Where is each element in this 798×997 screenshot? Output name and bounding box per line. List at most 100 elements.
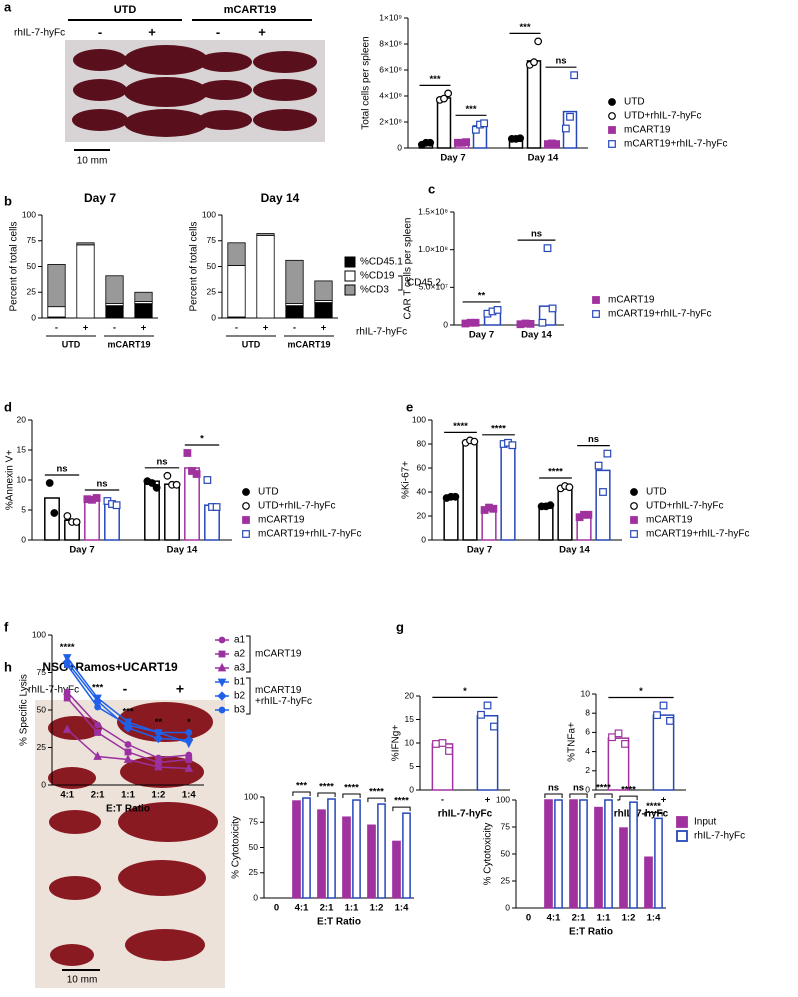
legend-label: mCART19+rhIL-7-hyFc <box>646 529 749 540</box>
y-tick-label: 1×10⁹ <box>379 12 402 22</box>
spleen <box>125 929 205 961</box>
x-tick-label: Day 7 <box>469 330 494 341</box>
chart-title: Day 14 <box>261 191 300 205</box>
spleens <box>48 702 218 966</box>
x-axis-label: E:T Ratio <box>317 917 361 928</box>
legend-swatch <box>344 284 356 296</box>
x-tick-label: + <box>661 795 667 806</box>
significance-bracket <box>367 797 386 803</box>
bar <box>436 97 452 149</box>
x-tick-label: 1:1 <box>121 790 135 801</box>
point <box>242 488 250 496</box>
point <box>599 488 607 496</box>
point <box>462 138 471 147</box>
y-tick-label: 100 <box>496 794 510 804</box>
significance-bracket <box>317 792 336 798</box>
point <box>217 662 227 672</box>
significance-label: **** <box>491 423 506 434</box>
bar-segment <box>134 291 153 302</box>
spleen <box>73 49 127 71</box>
spleen <box>124 77 208 107</box>
bar <box>607 737 630 791</box>
bar-segment <box>285 305 304 319</box>
point <box>432 740 440 748</box>
significance-label: *** <box>92 683 103 694</box>
x-tick-label: Day 7 <box>440 153 465 164</box>
y-tick-label: 0 <box>41 779 46 789</box>
x-tick-label: Day 14 <box>559 545 590 556</box>
condition-label: + <box>148 24 156 39</box>
bar <box>292 800 301 899</box>
chart-title: Day 7 <box>84 191 116 205</box>
bar-segment <box>47 306 66 318</box>
x-tick-label: 4:1 <box>60 790 74 801</box>
y-axis-label: % Cytotoxicity <box>231 816 242 879</box>
y-tick-label: 5 <box>21 504 26 514</box>
spleen <box>118 802 218 842</box>
legend-swatch <box>676 830 688 842</box>
y-tick-label: 0 <box>211 312 216 322</box>
bar <box>569 799 578 909</box>
point <box>184 763 194 772</box>
y-tick-label: 0 <box>505 902 510 912</box>
x-tick-label: - <box>55 323 58 334</box>
point <box>566 112 574 121</box>
legend-label: UTD <box>258 487 279 498</box>
x-tick-label: 0 <box>526 913 531 924</box>
significance-label: **** <box>548 467 563 478</box>
bar-segment <box>47 264 66 308</box>
y-tick-label: 2 <box>585 765 590 775</box>
x-axis-label: rhIL-7-hyFc <box>438 809 493 820</box>
y-tick-label: 50 <box>501 848 511 858</box>
point <box>526 319 535 328</box>
y-axis-label: %IFNg+ <box>391 725 402 762</box>
y-tick-label: 0 <box>409 784 414 794</box>
y-tick-label: 40 <box>417 486 427 496</box>
point <box>561 124 570 133</box>
point <box>477 710 485 719</box>
spleen <box>48 767 96 789</box>
x-tick-label: 1:2 <box>622 913 636 924</box>
point <box>124 741 132 748</box>
point <box>608 112 616 120</box>
legend-label: UTD+rhIL-7-hyFc <box>646 501 724 512</box>
legend-swatch <box>344 256 356 268</box>
bar <box>595 469 611 541</box>
y-tick-label: 0 <box>253 892 258 902</box>
treatment-label: rhIL-7-hyFc <box>14 28 65 39</box>
y-tick-label: 100 <box>412 414 426 424</box>
legend-label: %CD45.1 <box>360 257 403 268</box>
significance-bracket <box>342 793 361 799</box>
significance-bracket <box>594 793 613 798</box>
spleen <box>198 52 252 72</box>
bar-segment <box>314 280 333 301</box>
panel-label: a <box>4 0 12 14</box>
point <box>45 479 54 487</box>
point <box>217 691 227 701</box>
legend-bracket <box>246 677 251 715</box>
significance-label: **** <box>369 787 384 798</box>
point <box>483 701 492 710</box>
bar-segment <box>105 275 124 304</box>
point <box>63 688 71 696</box>
significance-label: * <box>463 686 467 697</box>
x-tick-label: 1:4 <box>395 903 409 914</box>
spleens <box>72 45 317 137</box>
legend-label: mCART19+rhIL-7-hyFc <box>258 529 361 540</box>
point <box>124 748 132 756</box>
bar <box>302 797 311 899</box>
point <box>546 501 555 510</box>
point <box>93 751 102 760</box>
significance-label: * <box>200 434 204 445</box>
y-axis-label: % Specific Lysis <box>19 674 30 746</box>
point <box>490 722 498 731</box>
significance-label: ns <box>548 783 559 794</box>
point <box>94 729 102 736</box>
point <box>493 306 502 314</box>
significance-label: **** <box>344 783 359 794</box>
point <box>63 661 71 669</box>
significance-label: ns <box>96 479 107 490</box>
legend-label: UTD+rhIL-7-hyFc <box>624 111 702 122</box>
point <box>148 479 156 487</box>
